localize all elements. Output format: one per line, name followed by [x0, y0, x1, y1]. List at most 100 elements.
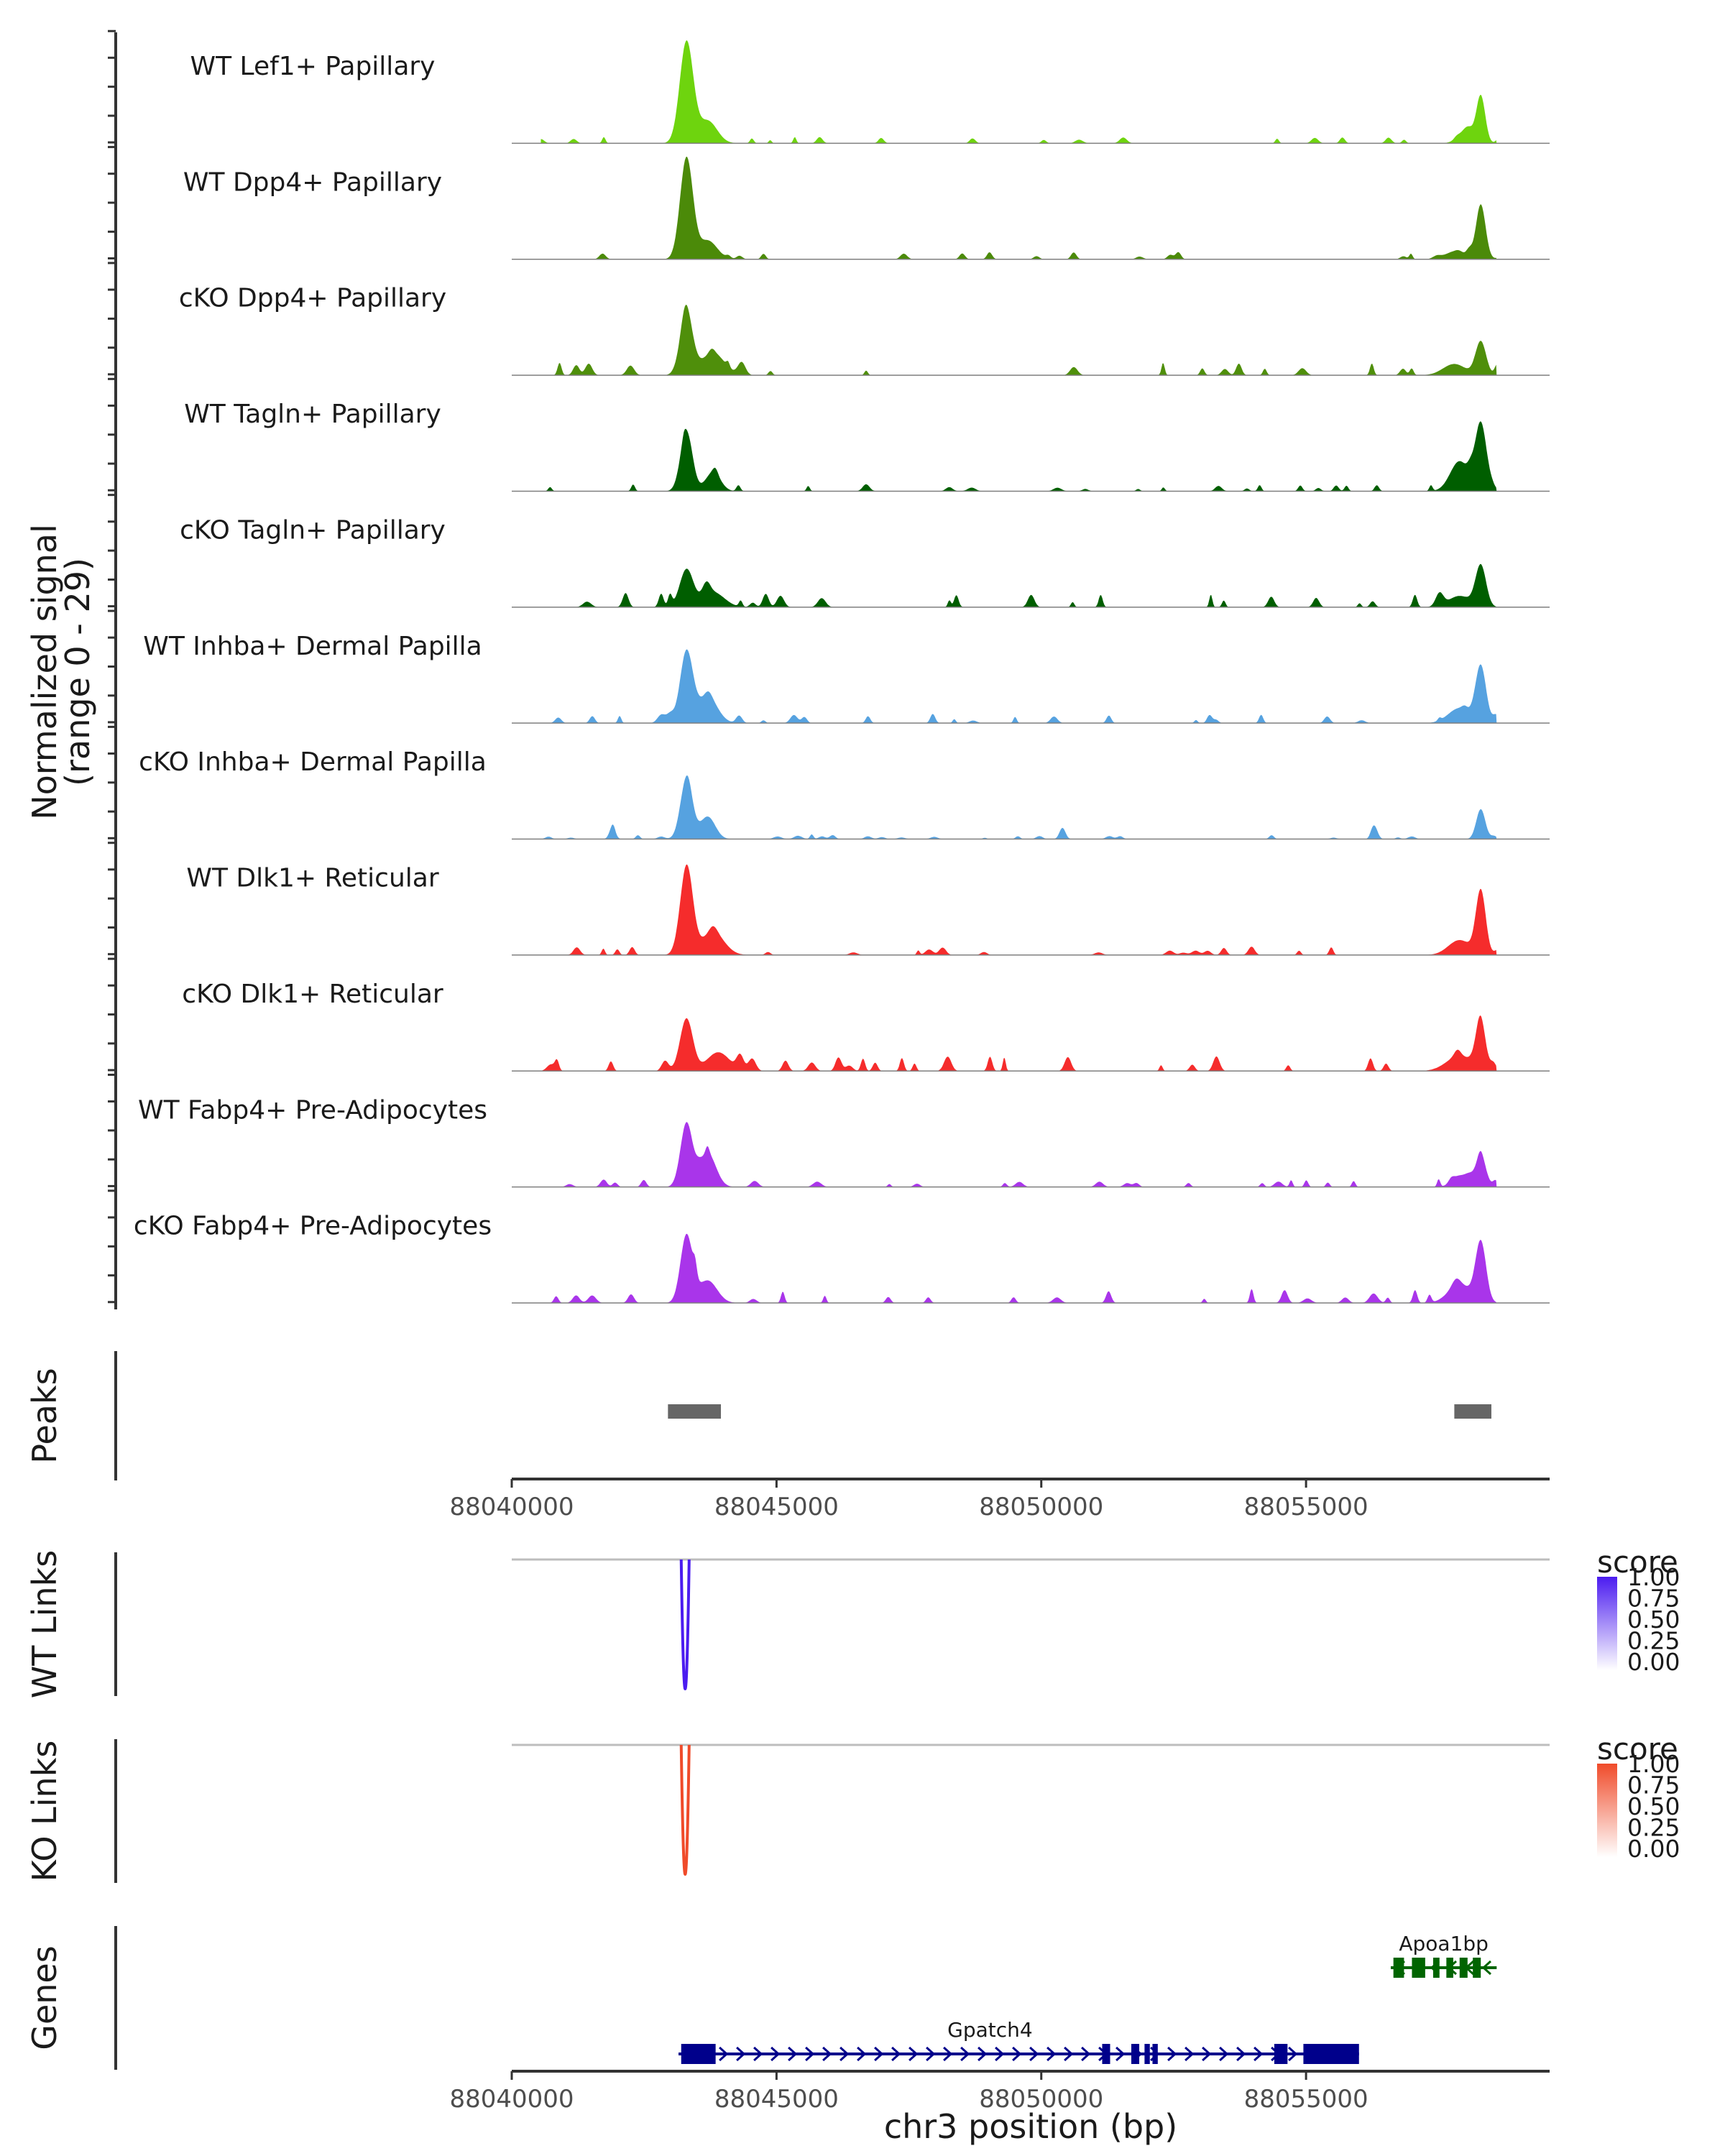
legend-colorbar-1: [1597, 1764, 1617, 1857]
legend-tick-label-0-3: 0.25: [1627, 1627, 1680, 1655]
gene-exon-0-0: [1393, 1958, 1404, 1978]
peak-region-1: [1454, 1404, 1491, 1419]
track-label-2: cKO Dpp4+ Papillary: [179, 284, 446, 313]
strand-chevron: [1254, 2046, 1264, 2062]
coverage-tracks: [512, 40, 1550, 1304]
strand-chevron: [822, 2046, 832, 2062]
strand-chevron: [840, 2046, 850, 2062]
gene-exon-1-1: [1102, 2044, 1110, 2064]
track-label-4: cKO Tagln+ Papillary: [180, 515, 446, 545]
strand-chevron: [1064, 2046, 1074, 2062]
coverage-area-3: [540, 421, 1497, 492]
strand-chevron: [770, 2046, 781, 2062]
strand-chevron: [978, 2046, 988, 2062]
gene-exon-0-4: [1459, 1958, 1468, 1978]
track-label-8: cKO Dlk1+ Reticular: [182, 980, 443, 1009]
link-arc-0: [679, 1559, 691, 1690]
x-axis-top-tick-label: 88045000: [714, 1493, 839, 1521]
track-label-7: WT Dlk1+ Reticular: [186, 864, 438, 893]
strand-chevron: [1236, 2046, 1246, 2062]
strand-chevron: [891, 2046, 901, 2062]
coverage-area-2: [540, 304, 1497, 376]
coverage-area-1: [540, 157, 1497, 259]
x-axis-bottom-tick-label: 88045000: [714, 2085, 839, 2114]
y-axis-title-line2: (range 0 - 29): [58, 558, 97, 786]
track-label-1: WT Dpp4+ Papillary: [183, 167, 442, 197]
track-label-0: WT Lef1+ Papillary: [190, 52, 436, 81]
strand-chevron: [1288, 2046, 1298, 2062]
coverage-area-5: [540, 649, 1497, 724]
strand-chevron: [960, 2046, 970, 2062]
legend-tick-label-0-1: 0.75: [1627, 1585, 1680, 1613]
track-label-3: WT Tagln+ Papillary: [184, 400, 441, 429]
gene-exon-0-3: [1446, 1958, 1453, 1978]
x-axis-bottom-tick-label: 88040000: [449, 2085, 574, 2114]
peak-region-0: [668, 1404, 722, 1419]
strand-chevron: [1012, 2046, 1022, 2062]
legend-tick-label-0-0: 1.00: [1627, 1563, 1680, 1591]
legend-title-1: score: [1597, 1731, 1678, 1766]
strand-chevron: [874, 2046, 884, 2062]
links-track-label-1: KO Links: [25, 1741, 64, 1882]
strand-chevron: [1202, 2046, 1212, 2062]
coverage-area-6: [540, 775, 1497, 839]
strand-chevron: [1081, 2046, 1091, 2062]
gene-exon-1-3: [1144, 2044, 1150, 2064]
coverage-area-10: [540, 1233, 1497, 1303]
x-axis-bottom-tick-label: 88055000: [1244, 2085, 1368, 2114]
x-axis-top-tick-label: 88050000: [979, 1493, 1103, 1521]
gene-exon-0-2: [1432, 1958, 1440, 1978]
legend-colorbar-0: [1597, 1577, 1617, 1670]
genes-track-label: Genes: [25, 1945, 64, 2050]
gene-name-1: Gpatch4: [947, 2018, 1033, 2042]
legend-tick-label-0-2: 0.50: [1627, 1606, 1680, 1634]
strand-chevron: [1167, 2046, 1177, 2062]
strand-chevron: [1184, 2046, 1195, 2062]
coverage-area-4: [540, 563, 1497, 607]
strand-chevron: [857, 2046, 867, 2062]
gene-exon-1-4: [1152, 2044, 1158, 2064]
strand-chevron: [908, 2046, 919, 2062]
y-axis-title-line1: Normalized signal: [25, 524, 64, 820]
peaks-track-label: Peaks: [25, 1368, 64, 1463]
coverage-area-7: [540, 864, 1497, 955]
gene-exon-1-5: [1274, 2044, 1288, 2064]
legend-tick-label-0-4: 0.00: [1627, 1648, 1680, 1676]
strand-chevron: [1046, 2046, 1057, 2062]
coverage-area-0: [540, 40, 1497, 144]
genes-track: Genes Apoa1bp Gpatch4 88040000 88045000 88050…: [25, 1926, 1550, 2146]
x-axis-top-tick-label: 88040000: [449, 1493, 574, 1521]
strand-chevron: [1481, 1960, 1491, 1976]
gene-exon-0-1: [1412, 1958, 1425, 1978]
track-labels: WT Lef1+ Papillary WT Dpp4+ Papillary cKO …: [134, 52, 492, 1241]
links-tracks: WT Links KO Links: [25, 1550, 1550, 1883]
strand-chevron: [1219, 2046, 1229, 2062]
strand-chevron: [788, 2046, 798, 2062]
legend-tick-label-1-4: 0.00: [1627, 1835, 1680, 1863]
gene-exon-1-0: [681, 2044, 716, 2064]
strand-chevron: [753, 2046, 763, 2062]
coverage-area-8: [540, 1015, 1497, 1072]
axes-layer: Normalized signal(range 0 - 29): [25, 29, 117, 1309]
coverage-area-9: [540, 1122, 1497, 1187]
peaks-track: Peaks 88040000 88045000 88050000 88055000: [25, 1351, 1550, 1521]
links-track-label-0: WT Links: [25, 1550, 64, 1698]
legend-tick-label-1-2: 0.50: [1627, 1792, 1680, 1820]
track-label-5: WT Inhba+ Dermal Papilla: [143, 632, 482, 661]
strand-chevron: [805, 2046, 815, 2062]
track-label-9: WT Fabp4+ Pre-Adipocytes: [138, 1095, 487, 1125]
gene-name-0: Apoa1bp: [1399, 1932, 1489, 1955]
track-label-10: cKO Fabp4+ Pre-Adipocytes: [134, 1212, 492, 1241]
strand-chevron: [1029, 2046, 1039, 2062]
strand-chevron: [736, 2046, 746, 2062]
link-arc-1: [679, 1744, 691, 1876]
legend-tick-label-1-3: 0.25: [1627, 1814, 1680, 1842]
legend-tick-label-1-1: 0.75: [1627, 1772, 1680, 1800]
score-legends: score1.000.750.500.250.00score1.000.750.…: [1597, 1544, 1680, 1863]
strand-chevron: [926, 2046, 936, 2062]
x-axis-title: chr3 position (bp): [884, 2107, 1177, 2146]
gene-exon-1-6: [1303, 2044, 1359, 2064]
track-label-6: cKO Inhba+ Dermal Papilla: [139, 747, 487, 777]
strand-chevron: [943, 2046, 953, 2062]
